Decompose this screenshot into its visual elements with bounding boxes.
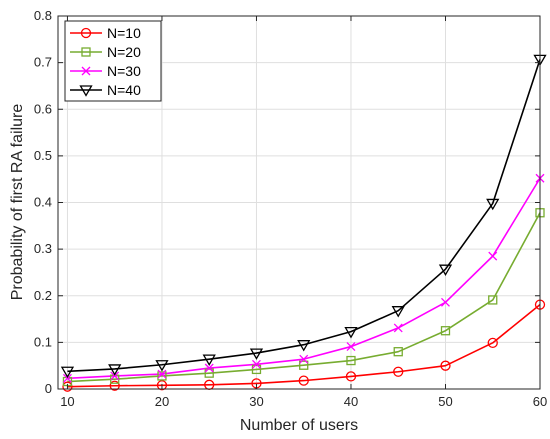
data-point <box>157 371 167 381</box>
data-point <box>249 348 264 360</box>
data-point <box>440 326 451 336</box>
data-point <box>488 295 498 305</box>
y-tick-label: 0.6 <box>34 101 52 116</box>
y-tick-label: 0.8 <box>34 8 52 23</box>
data-point <box>252 359 261 369</box>
data-point <box>298 375 309 386</box>
axis-ticks <box>58 15 541 390</box>
data-point <box>393 366 404 377</box>
data-point <box>299 360 309 370</box>
legend-label: N=40 <box>107 82 141 98</box>
data-point <box>204 368 214 378</box>
data-point <box>109 380 120 391</box>
data-point <box>108 364 122 376</box>
series-line-1 <box>67 303 541 388</box>
x-tick-label: 60 <box>533 394 547 409</box>
data-point <box>60 366 75 379</box>
x-tick-label: 30 <box>249 394 263 409</box>
data-point <box>110 371 120 381</box>
data-point <box>156 380 168 391</box>
legend-label: N=10 <box>107 25 141 41</box>
data-point <box>438 264 453 276</box>
data-point <box>204 363 214 373</box>
legend-marker <box>81 66 91 76</box>
data-point <box>344 327 358 339</box>
data-point <box>441 297 450 307</box>
y-tick-label: 0.1 <box>34 334 52 349</box>
legend-marker <box>79 85 93 97</box>
data-point <box>155 360 169 372</box>
tick-labels: 10 20 30 40 50 60 0 0.1 0.2 0.3 0.4 0.5 0.6 0.7 0.8 <box>34 8 547 409</box>
data-point <box>393 323 403 333</box>
data-point <box>62 373 72 383</box>
y-tick-label: 0.7 <box>34 55 52 70</box>
data-point <box>346 342 356 352</box>
series-line-4 <box>67 59 541 373</box>
data-point <box>346 355 356 366</box>
y-tick-label: 0.2 <box>34 288 52 303</box>
y-axis-label: Probability of first RA failure <box>9 104 26 301</box>
legend-marker <box>81 47 91 57</box>
x-axis-label: Number of users <box>240 417 358 434</box>
y-tick-label: 0.5 <box>34 148 52 163</box>
data-point <box>297 340 311 352</box>
legend-label: N=20 <box>107 44 141 60</box>
data-point <box>202 354 216 366</box>
data-point <box>345 371 357 382</box>
data-point <box>299 354 309 364</box>
data-point <box>488 251 498 261</box>
x-tick-label: 40 <box>344 394 358 409</box>
y-tick-label: 0.4 <box>34 195 52 210</box>
x-tick-label: 10 <box>60 394 74 409</box>
data-point <box>391 306 405 318</box>
legend-label: N=30 <box>107 63 141 79</box>
series-line-2 <box>67 212 541 383</box>
y-tick-label: 0.3 <box>34 241 52 256</box>
data-point <box>440 360 451 371</box>
legend-marker <box>80 27 92 39</box>
data-point <box>393 347 403 357</box>
data-point <box>251 364 262 375</box>
data-point <box>486 198 500 211</box>
x-tick-label: 20 <box>155 394 169 409</box>
x-tick-label: 50 <box>438 394 452 409</box>
data-point <box>487 337 498 348</box>
legend: N=10 N=20 N=30 N=40 <box>64 20 162 102</box>
data-point <box>157 369 167 379</box>
y-tick-label: 0 <box>45 381 52 396</box>
data-point <box>62 381 73 392</box>
